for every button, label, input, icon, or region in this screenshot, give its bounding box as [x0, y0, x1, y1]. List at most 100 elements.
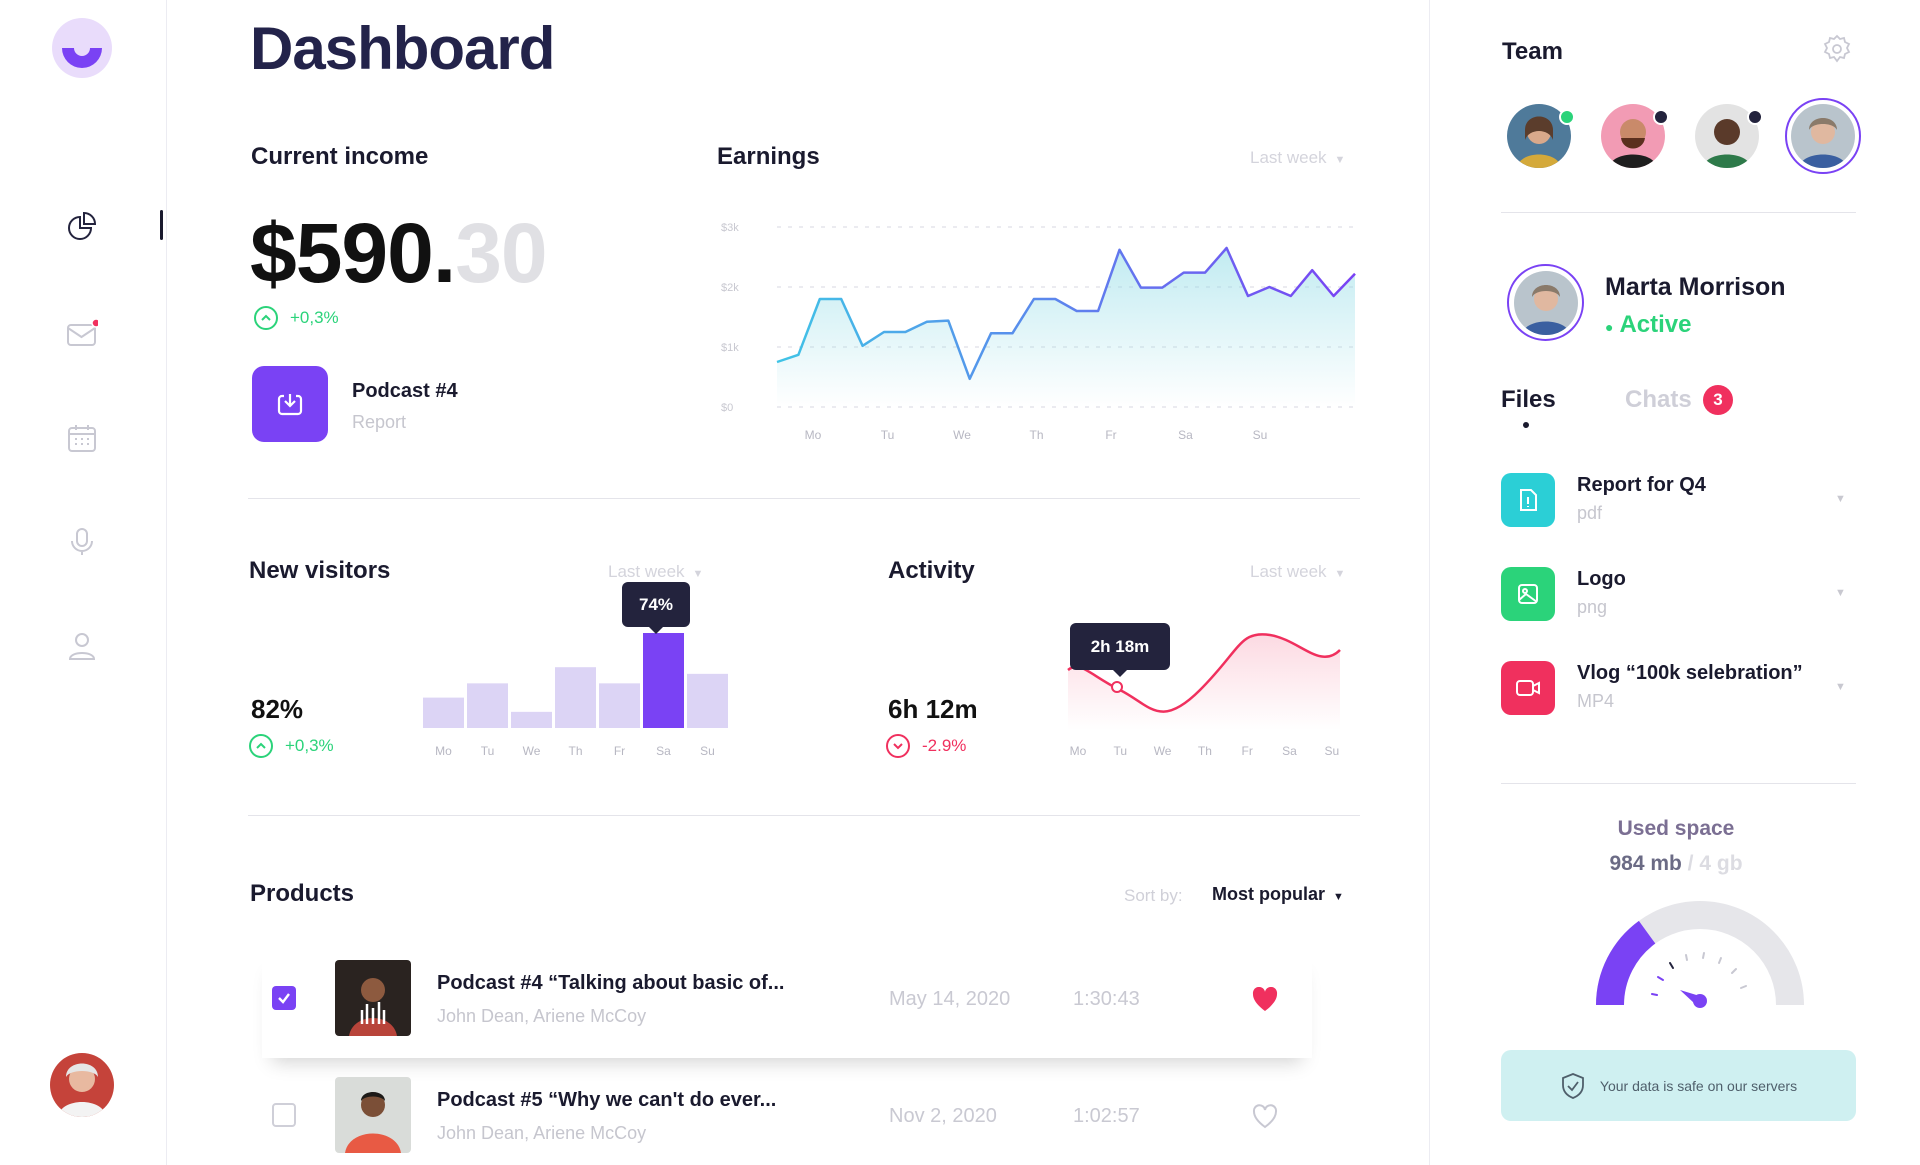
visitors-bar[interactable]	[467, 683, 508, 728]
shield-check-icon	[1562, 1072, 1584, 1099]
activity-x-tick: Tu	[1113, 744, 1128, 758]
activity-x-tick: Sa	[1282, 744, 1297, 758]
visitors-bar[interactable]	[687, 673, 728, 728]
tab-chats[interactable]: Chats	[1625, 386, 1692, 413]
file-name[interactable]: Logo	[1577, 568, 1626, 590]
divider	[1501, 212, 1856, 213]
heart-outline-icon[interactable]	[1251, 1104, 1279, 1130]
sort-dropdown[interactable]: Most popular ▼	[1212, 884, 1344, 905]
podcast-thumbnail[interactable]	[335, 960, 411, 1036]
microphone-icon[interactable]	[66, 526, 98, 558]
status-dot-icon: ●	[1605, 319, 1614, 335]
trend-up-icon	[249, 734, 273, 758]
visitors-x-tick: Tu	[481, 744, 495, 758]
storage-gauge	[1596, 901, 1804, 1008]
used-space-total: / 4 gb	[1681, 852, 1743, 875]
activity-x-tick: Th	[1197, 744, 1212, 758]
activity-chart	[1067, 633, 1341, 730]
gauge-fill	[1596, 920, 1656, 1006]
earnings-period-dropdown[interactable]: Last week ▼	[1250, 148, 1345, 168]
activity-tooltip: 2h 18m	[1070, 623, 1170, 677]
file-icon-png[interactable]	[1501, 567, 1555, 621]
visitors-period-label: Last week	[608, 562, 685, 581]
pie-chart-icon[interactable]	[66, 210, 98, 242]
profile-name: Marta Morrison	[1605, 273, 1786, 301]
activity-x-tick: Fr	[1241, 744, 1253, 758]
current-user-avatar[interactable]	[50, 1053, 114, 1117]
chevron-down-icon[interactable]: ▼	[1835, 587, 1846, 599]
chevron-down-icon[interactable]: ▼	[1835, 493, 1846, 505]
current-income-title: Current income	[251, 143, 429, 170]
user-icon[interactable]	[66, 630, 98, 662]
visitors-bar[interactable]	[511, 711, 552, 728]
heart-filled-icon[interactable]	[1251, 987, 1279, 1013]
profile-avatar[interactable]	[1514, 271, 1578, 335]
team-member-avatar[interactable]	[1507, 104, 1571, 168]
product-duration: 1:02:57	[1073, 1105, 1140, 1127]
activity-period-dropdown[interactable]: Last week ▼	[1250, 562, 1345, 582]
file-icon-pdf[interactable]	[1501, 473, 1555, 527]
visitors-period-dropdown[interactable]: Last week ▼	[608, 562, 703, 582]
divider	[248, 498, 1360, 499]
file-type: png	[1577, 597, 1608, 617]
status-offline-dot	[1747, 109, 1763, 125]
divider	[248, 815, 1360, 816]
chevron-down-icon: ▼	[1334, 568, 1346, 580]
selected-member-ring	[1785, 98, 1861, 174]
activity-trend: -2.9%	[886, 734, 966, 758]
used-space-used: 984 mb	[1609, 852, 1682, 875]
product-duration: 1:30:43	[1073, 988, 1140, 1010]
profile-status: ● Active	[1605, 311, 1692, 339]
earnings-y-tick: $0	[721, 402, 733, 414]
activity-x-tick: Mo	[1069, 744, 1087, 758]
income-amount: $590.30	[250, 205, 548, 302]
calendar-icon[interactable]	[66, 422, 98, 454]
team-member-avatar[interactable]	[1791, 104, 1855, 168]
activity-x-tick: Su	[1324, 744, 1340, 758]
product-authors: John Dean, Ariene McCoy	[437, 1123, 647, 1143]
sidebar	[0, 0, 167, 1165]
gauge-needle	[1680, 990, 1707, 1008]
visitors-x-tick: Sa	[656, 744, 671, 758]
earnings-x-tick: Su	[1253, 428, 1268, 442]
visitors-trend: +0,3%	[249, 734, 334, 758]
product-title[interactable]: Podcast #4 “Talking about basic of...	[437, 972, 785, 994]
visitors-bar[interactable]	[643, 633, 684, 728]
visitors-bar[interactable]	[423, 697, 464, 728]
gear-icon[interactable]	[1822, 34, 1852, 64]
file-name[interactable]: Report for Q4	[1577, 474, 1706, 496]
trend-down-icon	[886, 734, 910, 758]
file-name[interactable]: Vlog “100k selebration”	[1577, 662, 1803, 684]
earnings-y-tick: $3k	[721, 222, 739, 234]
visitors-bar[interactable]	[555, 667, 596, 728]
product-title[interactable]: Podcast #5 “Why we can't do ever...	[437, 1089, 777, 1111]
file-icon-mp4[interactable]	[1501, 661, 1555, 715]
visitors-x-tick: Fr	[614, 744, 625, 758]
status-online-dot	[1559, 109, 1575, 125]
product-date: Nov 2, 2020	[889, 1105, 997, 1127]
profile-status-label: Active	[1619, 311, 1692, 338]
income-trend: +0,3%	[254, 306, 339, 330]
podcast-download-button[interactable]	[252, 366, 328, 442]
earnings-y-tick: $2k	[721, 282, 739, 294]
mail-icon[interactable]	[66, 318, 98, 350]
video-icon	[1516, 680, 1540, 696]
earnings-x-tick: Sa	[1178, 428, 1193, 442]
row-checkbox[interactable]	[272, 1103, 296, 1127]
chevron-down-icon[interactable]: ▼	[1835, 681, 1846, 693]
page-title: Dashboard	[250, 15, 555, 82]
app-logo[interactable]	[52, 18, 112, 78]
row-checkbox[interactable]	[272, 986, 296, 1010]
image-icon	[1518, 584, 1538, 604]
podcast-subtitle: Report	[352, 412, 407, 432]
used-space-title: Used space	[1617, 817, 1735, 840]
activity-value: 6h 12m	[888, 694, 978, 724]
gauge-ticks	[1651, 952, 1747, 996]
right-panel	[1429, 0, 1920, 1165]
income-change: +0,3%	[290, 308, 339, 327]
tab-files[interactable]: Files	[1501, 386, 1556, 413]
podcast-thumbnail[interactable]	[335, 1077, 411, 1153]
visitors-bar[interactable]	[599, 683, 640, 728]
earnings-x-tick: Mo	[805, 428, 822, 442]
download-icon	[277, 394, 303, 416]
